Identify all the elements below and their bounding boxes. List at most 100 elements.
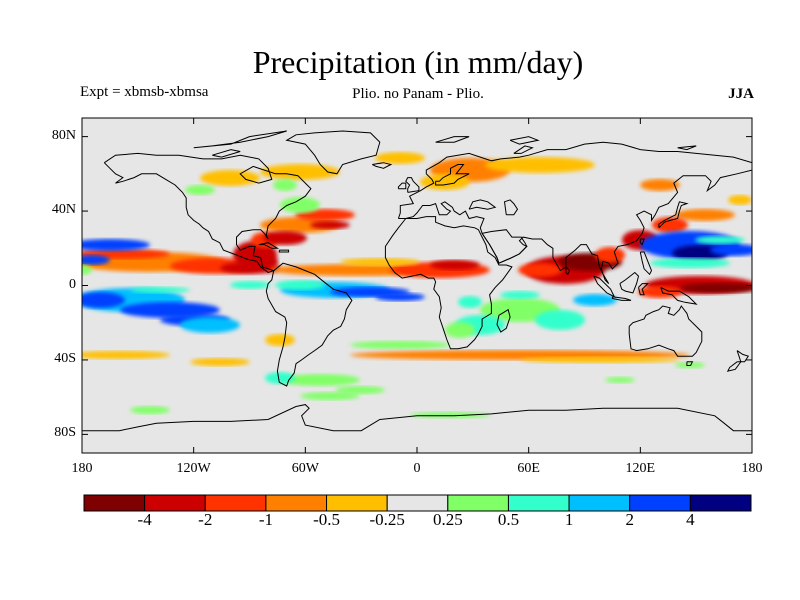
coastline [660,286,698,305]
lon-label: 0 [413,461,421,476]
lon-label: 120W [176,461,211,476]
anomaly-blob [695,236,745,244]
anomaly-blob [335,386,385,394]
lon-label: 60W [291,461,319,476]
lat-label: 80N [51,127,76,143]
coastline [638,283,650,296]
coastline [503,199,519,216]
anomaly-fields [82,152,752,418]
anomaly-blob [535,310,585,330]
anomaly-blob [280,374,360,386]
coastline [513,145,534,154]
colorbar-label: 1 [564,510,574,529]
anomaly-blob [340,258,420,266]
coastline [726,361,742,372]
colorbar-label: -1 [258,510,273,529]
coastline [82,404,752,432]
colorbar-swatch [326,494,388,512]
coastline [258,242,280,249]
anomaly-blob [728,195,752,205]
lon-label: 180 [71,461,93,476]
coastline [658,201,689,229]
anomaly-blob [265,334,295,346]
anomaly-blob [265,372,295,384]
colorbar-swatch [204,494,267,512]
lat-label: 0 [69,276,76,292]
anomaly-blob [675,209,735,221]
anomaly-blob [573,294,617,306]
anomaly-blob [230,281,270,289]
coastline [384,216,513,350]
colorbar-label: 4 [686,510,695,529]
anomaly-blob [190,358,250,366]
anomaly-blob [350,341,450,349]
coastline [509,136,540,145]
anomaly-blob [310,221,350,229]
coastline [565,266,571,276]
coastline [677,145,697,151]
anomaly-blob [500,291,540,299]
colorbar-swatch [386,494,449,512]
colorbar-swatch [265,494,328,512]
anomaly-blob [260,164,340,180]
anomaly-blob [280,197,320,213]
colorbar-swatch [507,494,570,512]
coastline [193,130,287,149]
anomaly-blob [652,217,688,233]
coastline [405,177,420,193]
lon-label: 180 [741,461,763,476]
anomaly-blob [82,292,125,308]
anomaly-blob [410,412,490,418]
coastline [639,238,645,246]
anomaly-blob [130,287,190,293]
anomaly-blob [300,392,360,400]
colorbar-swatch [568,494,631,512]
anomaly-blob [82,351,170,359]
anomaly-blob [260,217,340,233]
coastline [397,141,752,219]
lat-label: 40S [54,350,76,366]
coastline [639,251,653,276]
anomaly-blob [82,265,92,275]
colorbar-label: 2 [625,510,634,529]
coastline [496,308,511,333]
colorbar-swatch [83,494,146,512]
colorbar-swatch [689,494,752,512]
anomaly-blob [180,317,240,333]
experiment-label: Expt = xbmsb-xbmsa [80,84,209,100]
coastline [468,199,497,210]
anomaly-blob [185,185,215,195]
colorbar-label: -0.25 [369,510,405,529]
coastline [686,361,694,366]
coastline [397,182,407,190]
anomaly-blob [295,209,355,221]
anomaly-blob [82,239,150,251]
coastline [481,229,528,264]
coastline [435,164,470,186]
anomaly-blob [130,406,170,414]
coastline [611,296,632,301]
anomaly-blob [263,231,307,245]
anomaly-blob [485,157,595,173]
anomaly-blob [595,247,625,263]
anomaly-blob [458,296,482,308]
subtitle-label: Plio. no Panam - Plio. [352,86,484,102]
anomaly-blob [420,174,470,190]
colorbar-swatch [629,494,691,512]
anomaly-blob [273,179,297,191]
anomaly-blob [445,322,475,338]
colorbar-label: 0.5 [497,510,520,529]
anomaly-blob [275,280,325,290]
colorbar-label: -0.5 [313,510,340,529]
coastline [278,249,290,253]
coastline [619,271,640,294]
axis-ticks [81,118,753,453]
coastline [212,149,241,158]
coastline [435,136,470,143]
coastline [398,169,752,284]
coastline [736,350,750,363]
coastlines [82,130,752,432]
coastline [265,262,353,387]
